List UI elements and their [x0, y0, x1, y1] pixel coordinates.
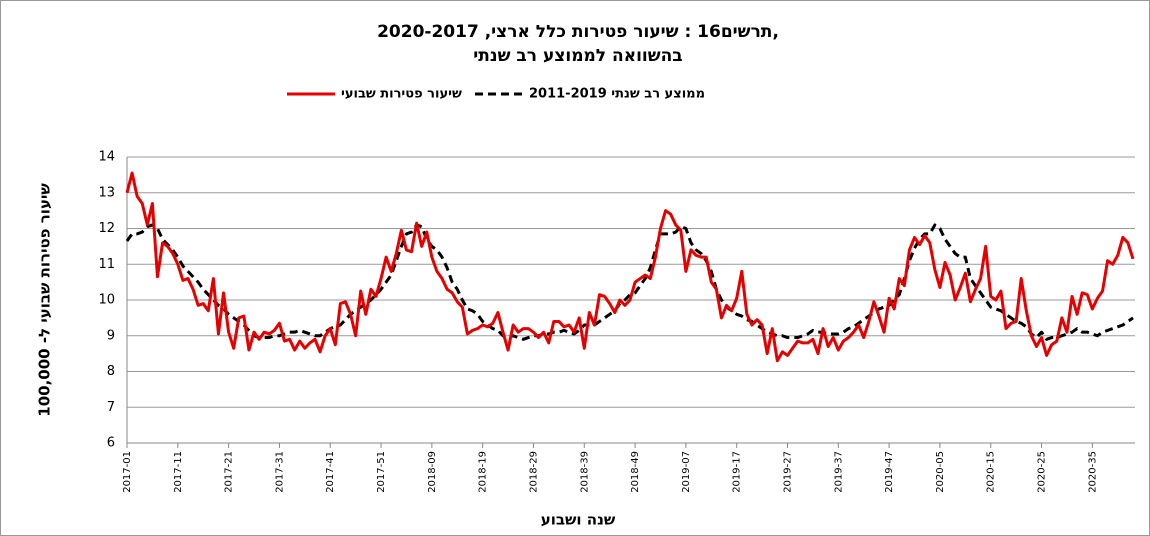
- x-tick-label: 2018-29: [528, 451, 539, 493]
- x-tick-label: 2017-51: [376, 451, 387, 493]
- x-tick-label: 2019-37: [833, 451, 844, 493]
- x-tick-label: 2019-27: [783, 451, 794, 493]
- y-tick-label: 9: [107, 328, 115, 343]
- x-tick-label: 2017-31: [274, 451, 285, 493]
- x-tick-label: 2020-35: [1087, 451, 1098, 493]
- y-tick-label: 13: [98, 185, 115, 200]
- y-tick-label: 14: [98, 150, 115, 165]
- legend-label: שיעור פטירות שבועי: [341, 87, 462, 102]
- y-tick-label: 12: [98, 221, 115, 236]
- x-tick-label: 2020-05: [935, 451, 946, 493]
- x-tick-label: 2017-41: [325, 451, 336, 493]
- x-axis-label: שנה ושבוע: [541, 511, 616, 529]
- y-tick-label: 11: [98, 257, 115, 272]
- x-tick-label: 2018-09: [427, 451, 438, 493]
- legend-label: ממוצע רב שנתי 2011-2019: [529, 87, 705, 102]
- x-tick-label: 2020-25: [1037, 451, 1048, 493]
- chart-title: בהשוואה לממוצע רב שנתי: [473, 46, 682, 66]
- x-tick-label: 2018-49: [630, 451, 641, 493]
- series-line: [125, 171, 1135, 363]
- x-tick-label: 2018-19: [478, 451, 489, 493]
- chart-title: תרשים16 : שיעור פטירות כלל ארצי, 2020-20…: [377, 22, 779, 42]
- x-tick-label: 2019-47: [884, 451, 895, 493]
- x-tick-label: 2018-39: [579, 451, 590, 493]
- x-tick-label: 2019-07: [681, 451, 692, 493]
- y-tick-label: 8: [107, 364, 115, 379]
- y-axis-label: שיעור פטירות שבועי ל- 100,000: [36, 183, 54, 417]
- y-tick-label: 7: [107, 400, 115, 415]
- y-tick-label: 10: [98, 293, 115, 308]
- x-tick-label: 2019-17: [732, 451, 743, 493]
- x-tick-label: 2017-21: [224, 451, 235, 493]
- x-tick-label: 2017-01: [122, 451, 133, 493]
- x-tick-label: 2017-11: [173, 451, 184, 493]
- x-tick-label: 2020-15: [986, 451, 997, 493]
- y-tick-label: 6: [107, 436, 115, 451]
- series-line: [125, 223, 1134, 341]
